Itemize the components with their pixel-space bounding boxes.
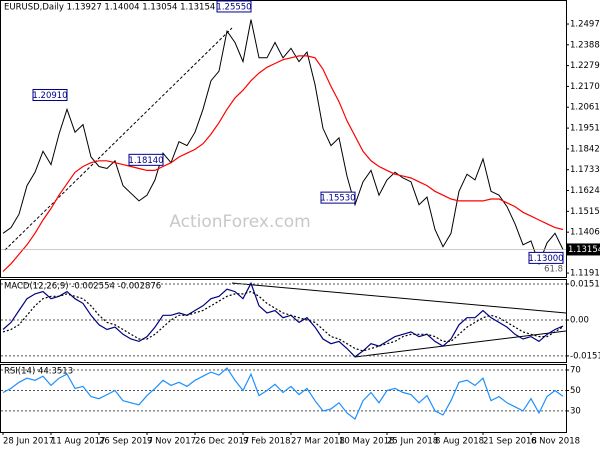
price-annotation-box [32,88,68,101]
rsi-panel [0,364,567,433]
series-line [2,290,564,352]
macd-title: MACD(12,26,9) -0.002554 -0.002876 [4,282,161,292]
x-tick-label: 10 May 2018 [339,437,394,447]
y-tick-label: 30 [570,406,581,416]
x-tick-label: 21 Sep 2018 [483,437,537,447]
price-annotation-box [528,251,564,264]
price-annotation-box [128,153,164,166]
last-price-label: 1.13154 [568,245,600,255]
series-line [2,55,564,272]
price-panel [0,0,567,278]
series-line [2,281,564,358]
series-line [2,19,564,266]
y-tick-label: 0.00 [570,316,589,326]
x-tick-label: 28 Jun 2017 [3,437,54,447]
y-tick-label: 0.015178 [570,280,600,290]
macd-trendline [231,282,567,314]
rsi-title: RSI(14) 44.3513 [4,367,73,377]
y-tick-label: 1.21700 [570,82,600,92]
x-tick-label: 11 Aug 2017 [51,437,105,447]
y-tick-label: 1.16245 [570,186,600,196]
macd-trendline [354,330,567,358]
y-tick-label: 1.14060 [570,228,600,238]
y-tick-label: -0.015126 [570,351,600,361]
price-annotation: 1.15530 [320,194,355,204]
y-tick-label: 50 [570,386,581,396]
x-tick-label: 26 Dec 2017 [195,437,249,447]
price-annotation: 1.13000 [528,254,563,264]
y-tick-label: 1.15150 [570,207,600,217]
y-tick-label: 1.23880 [570,40,600,50]
series-line [2,367,564,421]
y-tick-label: 1.24970 [570,20,600,30]
y-tick-label: 1.20610 [570,103,600,113]
trendline [4,27,233,251]
watermark: ActionForex.com [169,212,310,232]
x-tick-label: 9 Nov 2017 [147,437,196,447]
chart-title: EURUSD,Daily 1.13927 1.14004 1.13054 1.1… [4,3,215,13]
macd-panel [0,279,567,363]
x-tick-label: 9 Feb 2018 [243,437,291,447]
x-tick-label: 27 Mar 2018 [291,437,345,447]
price-annotation-box [216,0,252,13]
price-annotation: 1.20910 [32,91,67,101]
y-tick-label: 70 [570,366,581,376]
x-tick-label: 25 Jun 2018 [387,437,438,447]
x-tick-label: 8 Aug 2018 [435,437,484,447]
y-tick-label: 1.17335 [570,165,600,175]
price-annotation-box [320,191,356,204]
price-annotation: 1.25550 [216,2,251,12]
y-tick-label: 1.11915 [570,269,600,279]
x-tick-label: 26 Sep 2017 [99,437,153,447]
price-annotation: 1.18140 [128,156,163,166]
last-price-box [566,243,600,256]
x-tick-label: 6 Nov 2018 [531,437,580,447]
fib-label: 61.8 [544,265,563,275]
y-tick-label: 1.19515 [570,124,600,134]
y-tick-label: 1.18425 [570,144,600,154]
y-tick-label: 1.22790 [570,61,600,71]
